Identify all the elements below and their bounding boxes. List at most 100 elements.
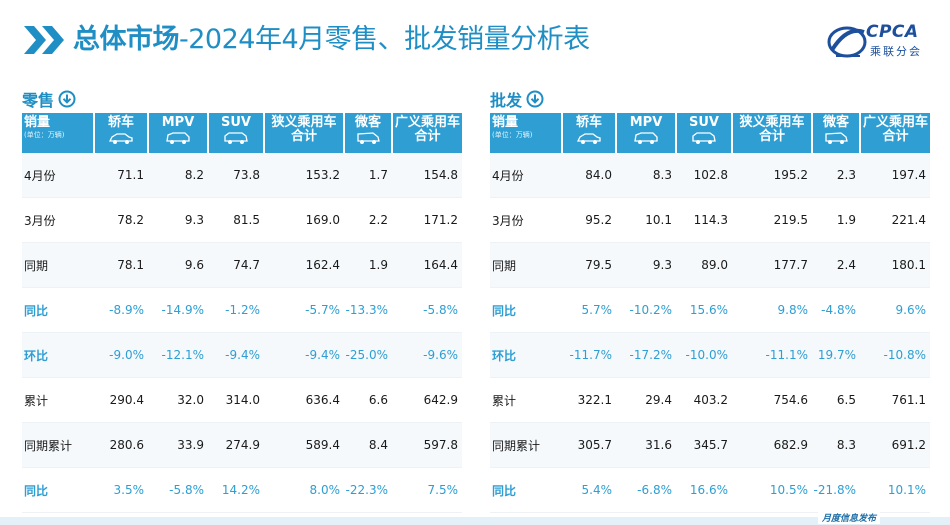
- table-cell: 8.2: [148, 153, 208, 198]
- table-cell: -14.9%: [148, 287, 208, 333]
- wholesale-col-micro: 微客: [812, 113, 861, 153]
- retail-col-mpv: MPV: [148, 113, 209, 153]
- table-row: 3月份 78.2 9.3 81.5 169.0 2.2 171.2: [22, 197, 462, 243]
- mpv-icon: [634, 132, 658, 144]
- table-cell: 71.1: [94, 153, 148, 198]
- minivan-icon: [357, 132, 380, 144]
- table-cell: 14.2%: [208, 467, 264, 513]
- table-cell: 5.4%: [562, 467, 616, 513]
- table-cell: 164.4: [392, 242, 462, 288]
- table-cell: 8.0%: [264, 467, 344, 513]
- table-row: 同期累计 280.6 33.9 274.9 589.4 8.4 597.8: [22, 422, 462, 468]
- wholesale-col-mpv: MPV: [616, 113, 677, 153]
- wholesale-col-sedan: 轿车: [562, 113, 617, 153]
- table-cell: 691.2: [860, 422, 930, 468]
- table-cell: 1.9: [344, 242, 392, 288]
- wholesale-label: 批发: [490, 91, 523, 110]
- suv-icon: [692, 132, 716, 144]
- table-cell: -5.8%: [392, 287, 462, 333]
- row-label: 同期: [490, 242, 562, 288]
- retail-header-row: 销量 (单位：万辆) 轿车 MPV SUV 狭义乘用车 合计 微客 广义乘用车 合计: [22, 113, 462, 153]
- table-row: 同比 3.5% -5.8% 14.2% 8.0% -22.3% 7.5%: [22, 467, 462, 513]
- table-cell: 89.0: [676, 242, 732, 288]
- row-label: 累计: [22, 377, 94, 423]
- table-cell: -9.4%: [208, 332, 264, 378]
- table-cell: 10.1%: [860, 467, 930, 513]
- retail-panel: 零售 销量 (单位：万辆) 轿车 MPV SUV 狭义乘用车 合计 微客 广义乘用车…: [22, 85, 462, 513]
- row-label: 4月份: [490, 153, 562, 198]
- table-cell: 2.4: [812, 242, 860, 288]
- table-cell: 589.4: [264, 422, 344, 468]
- table-cell: 180.1: [860, 242, 930, 288]
- table-cell: 84.0: [562, 153, 616, 198]
- wholesale-col-header-label: 销量 (单位：万辆): [490, 113, 563, 153]
- table-cell: -13.3%: [344, 287, 392, 333]
- wholesale-col-broad-total: 广义乘用车 合计: [860, 113, 930, 153]
- table-cell: -1.2%: [208, 287, 264, 333]
- table-cell: 16.6%: [676, 467, 732, 513]
- page-title: 总体市场-2024年4月零售、批发销量分析表: [73, 22, 590, 58]
- logo-subtext: 乘联分会: [870, 45, 922, 58]
- table-row: 同比 -8.9% -14.9% -1.2% -5.7% -13.3% -5.8%: [22, 287, 462, 333]
- page-title-rest: -2024年4月零售、批发销量分析表: [179, 24, 590, 55]
- table-cell: 32.0: [148, 377, 208, 423]
- row-label: 3月份: [490, 197, 562, 243]
- row-label: 3月份: [22, 197, 94, 243]
- table-cell: 314.0: [208, 377, 264, 423]
- table-cell: -10.0%: [676, 332, 732, 378]
- table-cell: 8.3: [812, 422, 860, 468]
- table-cell: 153.2: [264, 153, 344, 198]
- minivan-icon: [825, 132, 848, 144]
- wholesale-table: 销量 (单位：万辆) 轿车 MPV SUV 狭义乘用车 合计 微客 广义乘用车 合计 …: [490, 113, 930, 513]
- footer-text: 月度信息发布: [818, 511, 881, 524]
- table-cell: 1.9: [812, 197, 860, 243]
- table-cell: -5.8%: [148, 467, 208, 513]
- table-cell: 29.4: [616, 377, 676, 423]
- retail-section-label: 零售: [22, 85, 462, 113]
- table-row: 同期 79.5 9.3 89.0 177.7 2.4 180.1: [490, 242, 930, 288]
- table-cell: 10.5%: [732, 467, 812, 513]
- double-chevron-icon: [24, 26, 64, 54]
- table-cell: 280.6: [94, 422, 148, 468]
- table-cell: 305.7: [562, 422, 616, 468]
- table-cell: 403.2: [676, 377, 732, 423]
- table-cell: 169.0: [264, 197, 344, 243]
- retail-col-suv: SUV: [208, 113, 265, 153]
- table-cell: 114.3: [676, 197, 732, 243]
- table-cell: -11.1%: [732, 332, 812, 378]
- table-cell: 177.7: [732, 242, 812, 288]
- table-cell: 636.4: [264, 377, 344, 423]
- retail-col-narrow-total: 狭义乘用车 合计: [264, 113, 345, 153]
- row-label: 同比: [490, 287, 562, 333]
- table-cell: -10.8%: [860, 332, 930, 378]
- table-cell: 6.5: [812, 377, 860, 423]
- row-label: 环比: [22, 332, 94, 378]
- table-cell: 290.4: [94, 377, 148, 423]
- table-row: 4月份 84.0 8.3 102.8 195.2 2.3 197.4: [490, 153, 930, 198]
- table-row: 3月份 95.2 10.1 114.3 219.5 1.9 221.4: [490, 197, 930, 243]
- table-cell: -22.3%: [344, 467, 392, 513]
- table-row: 同期 78.1 9.6 74.7 162.4 1.9 164.4: [22, 242, 462, 288]
- table-cell: 221.4: [860, 197, 930, 243]
- table-cell: 9.3: [148, 197, 208, 243]
- suv-icon: [224, 132, 248, 144]
- table-cell: 81.5: [208, 197, 264, 243]
- table-cell: 195.2: [732, 153, 812, 198]
- table-row: 累计 290.4 32.0 314.0 636.4 6.6 642.9: [22, 377, 462, 423]
- table-row: 环比 -11.7% -17.2% -10.0% -11.1% 19.7% -10.8%: [490, 332, 930, 378]
- sedan-icon: [108, 133, 133, 144]
- table-cell: 3.5%: [94, 467, 148, 513]
- table-cell: 9.6: [148, 242, 208, 288]
- table-cell: 2.2: [344, 197, 392, 243]
- table-row: 4月份 71.1 8.2 73.8 153.2 1.7 154.8: [22, 153, 462, 198]
- table-cell: 6.6: [344, 377, 392, 423]
- row-label: 累计: [490, 377, 562, 423]
- table-cell: -6.8%: [616, 467, 676, 513]
- table-cell: 1.7: [344, 153, 392, 198]
- table-cell: -25.0%: [344, 332, 392, 378]
- wholesale-col-narrow-total: 狭义乘用车 合计: [732, 113, 813, 153]
- page-title-bold: 总体市场: [73, 24, 180, 55]
- table-cell: 9.3: [616, 242, 676, 288]
- table-cell: 102.8: [676, 153, 732, 198]
- row-label: 同比: [490, 467, 562, 513]
